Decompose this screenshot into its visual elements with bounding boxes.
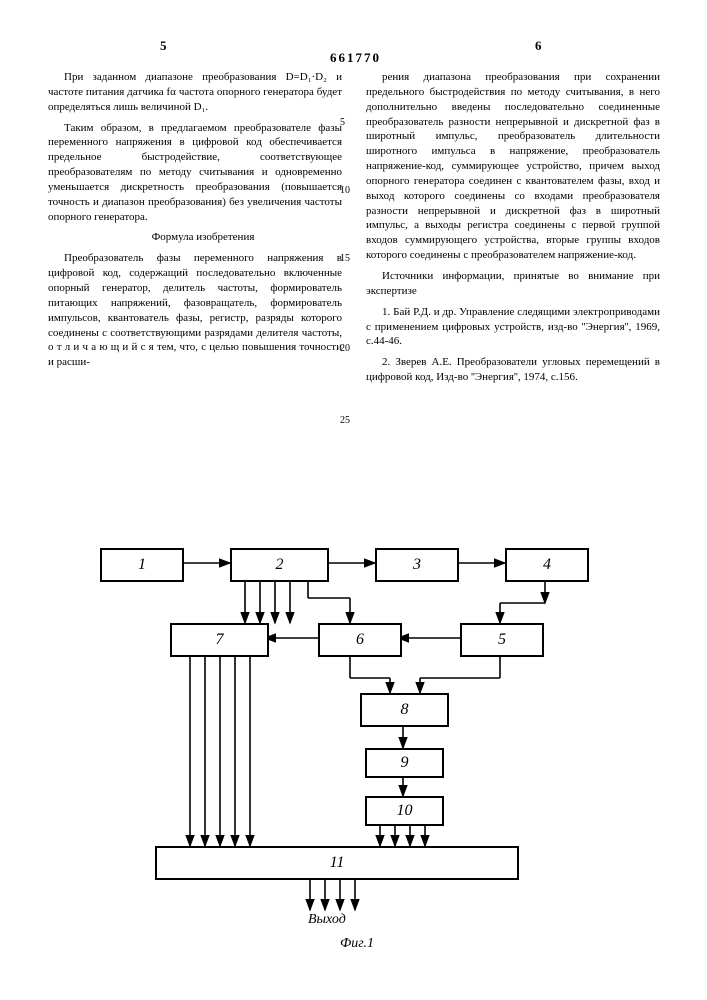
block-b11: 11 (155, 846, 519, 880)
block-b7: 7 (170, 623, 269, 657)
paragraph: рения диапазона преобразования при сохра… (366, 70, 660, 263)
reference: 1. Бай Р.Д. и др. Управление следящими э… (366, 305, 660, 350)
block-b3: 3 (375, 548, 459, 582)
figure-caption: Фиг.1 (340, 936, 374, 952)
reference: 2. Зверев А.Е. Преобразователи угловых п… (366, 355, 660, 385)
block-b4: 4 (505, 548, 589, 582)
block-b6: 6 (318, 623, 402, 657)
block-b10: 10 (365, 796, 444, 826)
block-b2: 2 (230, 548, 329, 582)
right-column: рения диапазона преобразования при сохра… (366, 70, 660, 391)
line-num: 25 (340, 416, 350, 426)
block-b8: 8 (360, 693, 449, 727)
text-columns: При заданном диапазоне преобразования D=… (48, 70, 660, 391)
paragraph: Таким образом, в предлагаемом преобразов… (48, 121, 342, 225)
output-label: Выход (308, 912, 346, 928)
left-column: При заданном диапазоне преобразования D=… (48, 70, 342, 391)
figure-1: 1 2 3 4 7 6 5 8 9 10 11 Выход Фиг.1 (60, 538, 650, 958)
block-diagram-svg (60, 538, 650, 958)
block-b5: 5 (460, 623, 544, 657)
paragraph: Источники информации, принятые во вниман… (366, 269, 660, 299)
section-title: Формула изобретения (48, 230, 342, 245)
document-number: 661770 (330, 50, 381, 66)
paragraph: При заданном диапазоне преобразования D=… (48, 70, 342, 115)
block-b9: 9 (365, 748, 444, 778)
page-number-right: 6 (535, 38, 542, 54)
page-number-left: 5 (160, 38, 167, 54)
block-b1: 1 (100, 548, 184, 582)
paragraph: Преобразователь фазы переменного напряже… (48, 251, 342, 370)
